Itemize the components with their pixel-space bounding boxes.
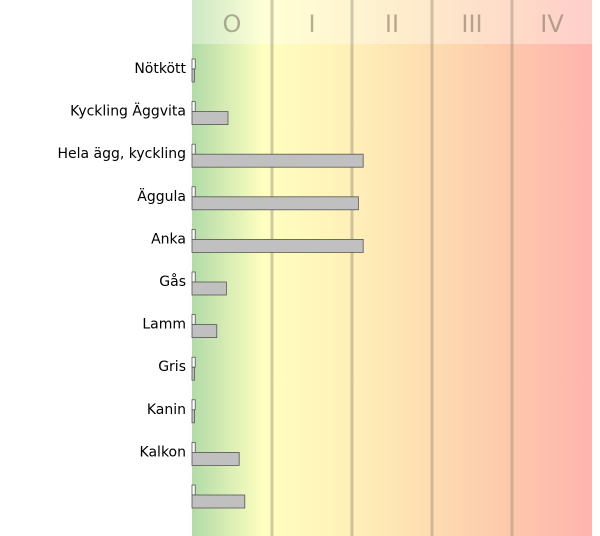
bar xyxy=(191,68,195,83)
bar xyxy=(191,409,195,424)
category-label: Hela ägg, kyckling xyxy=(57,146,186,162)
bar xyxy=(191,314,196,326)
category-label: Gris xyxy=(158,359,186,375)
bar xyxy=(191,399,196,411)
bar xyxy=(191,228,196,240)
bar xyxy=(191,186,196,198)
header-band xyxy=(192,0,592,44)
category-label: Äggula xyxy=(137,187,186,205)
class-label: II xyxy=(385,10,399,38)
category-label: Lamm xyxy=(142,317,186,333)
bar xyxy=(191,196,359,211)
bar xyxy=(191,238,364,253)
bar xyxy=(191,451,240,466)
category-label: Gås xyxy=(159,273,186,290)
bar xyxy=(191,281,227,296)
category-label: Kanin xyxy=(147,402,186,418)
bar xyxy=(191,356,196,368)
bar xyxy=(191,271,196,283)
bar xyxy=(191,153,364,168)
class-label: O xyxy=(223,10,242,38)
category-label: Nötkött xyxy=(134,61,186,77)
bar xyxy=(191,441,196,453)
plot-background xyxy=(192,0,592,536)
bar xyxy=(191,143,196,155)
bar xyxy=(191,366,195,381)
class-label: III xyxy=(461,10,482,38)
class-label: I xyxy=(308,10,315,38)
bar xyxy=(191,494,246,509)
class-label: IV xyxy=(540,10,564,38)
category-label: Kyckling Äggvita xyxy=(70,102,186,120)
bar xyxy=(191,58,196,70)
bar xyxy=(191,101,196,112)
category-label: Anka xyxy=(151,231,186,247)
bar xyxy=(191,324,218,339)
bar xyxy=(191,111,229,125)
bar xyxy=(191,484,196,496)
category-label: Kalkon xyxy=(140,444,186,460)
